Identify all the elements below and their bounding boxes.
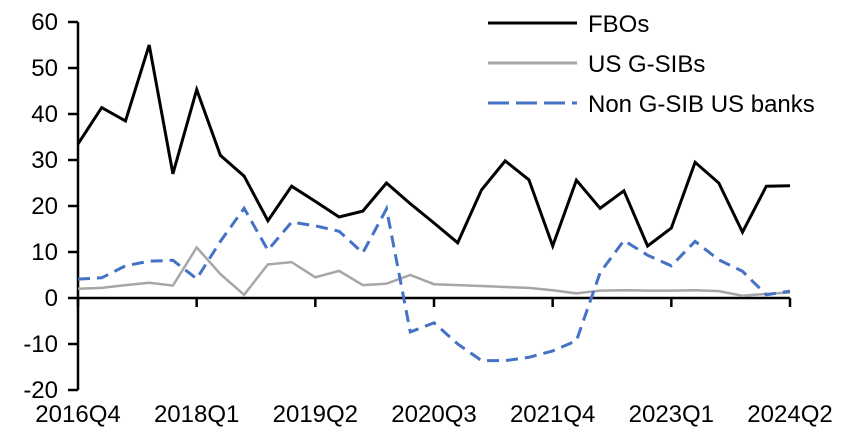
y-axis-tick-label: 40: [31, 101, 58, 128]
y-axis-tick-label: -20: [23, 377, 58, 404]
y-axis: 60 50 40 30 20 10 0 -10 -20: [23, 9, 80, 404]
legend-label: FBOs: [588, 11, 649, 38]
legend-label: US G-SIBs: [588, 51, 705, 78]
x-axis-tick-label: 2020Q3: [391, 401, 476, 428]
x-axis: 2016Q4 2018Q1 2019Q2 2020Q3 2021Q4 2023Q1 2024…: [35, 296, 833, 428]
legend-label: Non G-SIB US banks: [588, 91, 815, 118]
x-axis-tick-label: 2023Q1: [629, 401, 714, 428]
series-line-non-g-sib-us-banks: [77, 204, 791, 363]
x-axis-tick-label: 2024Q2: [747, 401, 832, 428]
x-axis-tick-label: 2018Q1: [154, 401, 239, 428]
x-axis-tick-label: 2016Q4: [35, 401, 120, 428]
series-line-fbos: [76, 44, 791, 251]
y-axis-tick-label: 60: [31, 9, 58, 36]
legend-item-us-g-sibs: US G-SIBs: [488, 51, 705, 78]
legend-item-non-g-sib-us-banks: Non G-SIB US banks: [488, 91, 815, 118]
y-axis-tick-label: 30: [31, 147, 58, 174]
y-axis-tick-label: 10: [31, 239, 58, 266]
x-axis-tick-label: 2019Q2: [273, 401, 358, 428]
y-axis-tick-label: 20: [31, 193, 58, 220]
legend-item-fbos: FBOs: [488, 11, 649, 38]
series-lines: [76, 44, 791, 363]
y-axis-tick-label: 0: [45, 285, 58, 312]
y-axis-tick-label: -10: [23, 331, 58, 358]
y-axis-tick-label: 50: [31, 55, 58, 82]
x-axis-tick-label: 2021Q4: [510, 401, 595, 428]
series-line-us-g-sibs: [77, 245, 791, 297]
legend: FBOs US G-SIBs Non G-SIB US banks: [488, 11, 815, 118]
